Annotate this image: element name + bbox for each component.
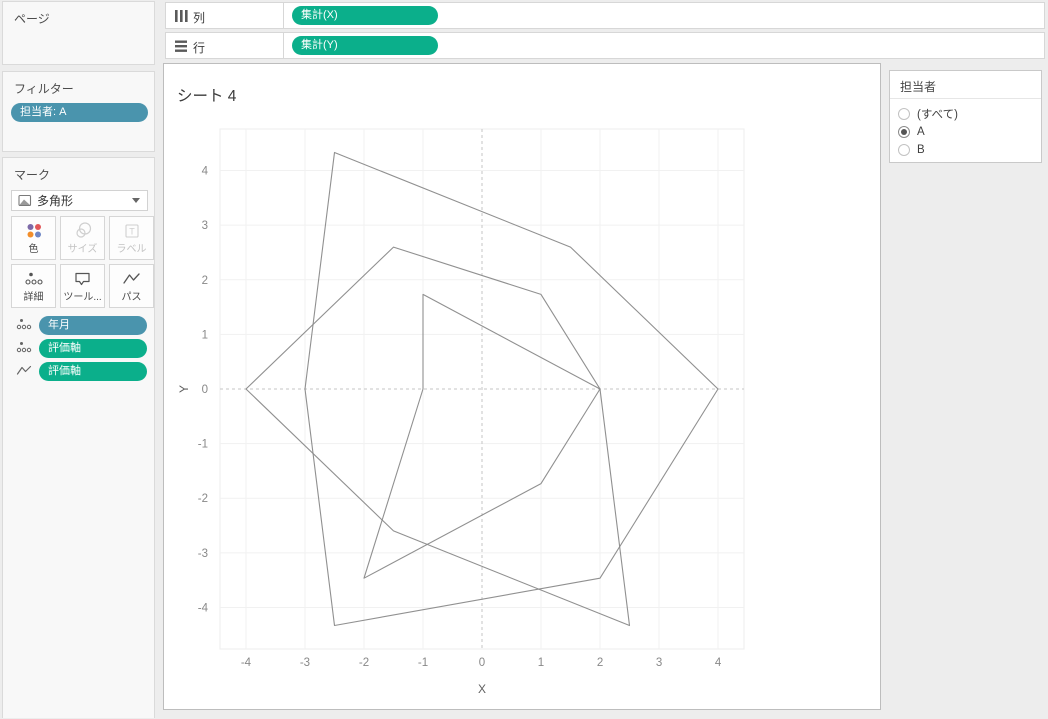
marks-pill-row: 評価軸 <box>3 362 156 381</box>
y-tick-label: -1 <box>198 439 208 451</box>
polygon-mark-icon <box>18 194 32 207</box>
person-filter-title: 担当者 <box>900 80 937 94</box>
chevron-down-icon[interactable] <box>132 198 140 203</box>
filter-pill-tantousha[interactable]: 担当者: A <box>11 103 148 122</box>
radio-icon[interactable] <box>898 108 910 120</box>
pages-shelf-title: ページ <box>14 12 50 26</box>
y-tick-label: 1 <box>202 329 208 341</box>
columns-icon <box>174 9 189 28</box>
x-axis-title: X <box>478 682 486 696</box>
sheet-title: シート 4 <box>177 88 237 105</box>
shelf-divider <box>283 3 284 28</box>
polygon-month-1[interactable] <box>245 246 631 627</box>
rows-icon <box>174 39 189 58</box>
chart-canvas[interactable]: -4 -3 -2 -1 0 1 2 3 4 4 3 2 1 0 -1 -2 -3 -4 X Y <box>164 64 880 709</box>
sheet-view: シート 4 -4 -3 -2 -1 0 1 2 3 4 4 3 2 1 0 -1 -2 -3 -4 X Y <box>163 63 881 710</box>
marks-card-title: マーク <box>14 168 51 182</box>
radio-option-label: A <box>917 126 925 138</box>
y-tick-label: -2 <box>198 493 208 505</box>
polygon-month-2[interactable] <box>363 293 601 579</box>
color-icon <box>25 217 43 244</box>
radio-icon[interactable] <box>898 144 910 156</box>
detail-icon <box>16 317 32 337</box>
pill-sum-y[interactable]: 集計(Y) <box>292 36 438 55</box>
radio-icon[interactable] <box>898 126 910 138</box>
color-button-label: 色 <box>28 244 39 255</box>
radio-option-all[interactable]: (すべて) <box>890 105 1043 123</box>
size-icon <box>73 217 93 244</box>
label-button-label: ラベル <box>116 244 147 255</box>
marks-pill-row: 年月 <box>3 316 156 335</box>
pill-sum-x[interactable]: 集計(X) <box>292 6 438 25</box>
x-tick-label: -1 <box>418 657 428 669</box>
radio-option-label: (すべて) <box>917 109 958 121</box>
y-tick-label: -4 <box>198 602 209 614</box>
x-tick-label: 2 <box>597 657 603 669</box>
size-button[interactable]: サイズ <box>60 216 105 260</box>
rows-shelf[interactable]: 行 集計(Y) <box>165 32 1045 59</box>
person-filter-card: 担当者 (すべて) A B <box>889 70 1042 163</box>
detail-button[interactable]: 詳細 <box>11 264 56 308</box>
color-button[interactable]: 色 <box>11 216 56 260</box>
mark-type-label: 多角形 <box>37 194 74 208</box>
x-tick-label: 0 <box>479 657 485 669</box>
columns-shelf-label: 列 <box>193 11 206 25</box>
svg-text:T: T <box>129 226 135 236</box>
marks-pill-row: 評価軸 <box>3 339 156 358</box>
tooltip-button-label: ツール... <box>63 292 102 303</box>
columns-shelf[interactable]: 列 集計(X) <box>165 2 1045 29</box>
y-tick-label: 0 <box>202 384 208 396</box>
y-axis-title: Y <box>177 385 191 393</box>
marks-card: マーク 多角形 色 <box>2 157 155 718</box>
tooltip-button[interactable]: ツール... <box>60 264 105 308</box>
pill-hyoukajiku-path[interactable]: 評価軸 <box>39 362 147 381</box>
polygon-month-3[interactable] <box>304 151 719 627</box>
filters-shelf-title: フィルター <box>14 82 74 96</box>
label-icon: T <box>123 217 141 244</box>
x-tick-label: -3 <box>300 657 310 669</box>
tooltip-icon <box>73 265 92 292</box>
shelf-divider <box>283 33 284 58</box>
detail-icon <box>24 265 44 292</box>
y-tick-label: -3 <box>198 548 208 560</box>
filters-shelf[interactable]: フィルター 担当者: A <box>2 71 155 152</box>
pill-nengetsu[interactable]: 年月 <box>39 316 147 335</box>
x-tick-label: -4 <box>241 657 252 669</box>
radio-option-a[interactable]: A <box>890 123 1043 141</box>
detail-icon <box>16 340 32 360</box>
pages-shelf[interactable]: ページ <box>2 1 155 65</box>
y-tick-label: 4 <box>202 166 209 178</box>
mark-type-dropdown[interactable]: 多角形 <box>11 190 148 211</box>
label-button[interactable]: T ラベル <box>109 216 154 260</box>
radio-option-b[interactable]: B <box>890 141 1043 159</box>
path-button-label: パス <box>121 292 142 303</box>
divider <box>890 98 1041 99</box>
rows-shelf-label: 行 <box>193 41 206 55</box>
x-tick-label: 4 <box>715 657 722 669</box>
x-tick-label: 1 <box>538 657 544 669</box>
detail-button-label: 詳細 <box>23 292 44 303</box>
path-icon <box>16 363 32 383</box>
path-button[interactable]: パス <box>109 264 154 308</box>
radio-option-label: B <box>917 144 925 156</box>
pill-hyoukajiku-detail[interactable]: 評価軸 <box>39 339 147 358</box>
size-button-label: サイズ <box>67 244 98 255</box>
y-tick-label: 3 <box>202 220 208 232</box>
y-tick-label: 2 <box>202 275 208 287</box>
path-icon <box>122 265 141 292</box>
x-tick-label: -2 <box>359 657 369 669</box>
x-tick-label: 3 <box>656 657 662 669</box>
